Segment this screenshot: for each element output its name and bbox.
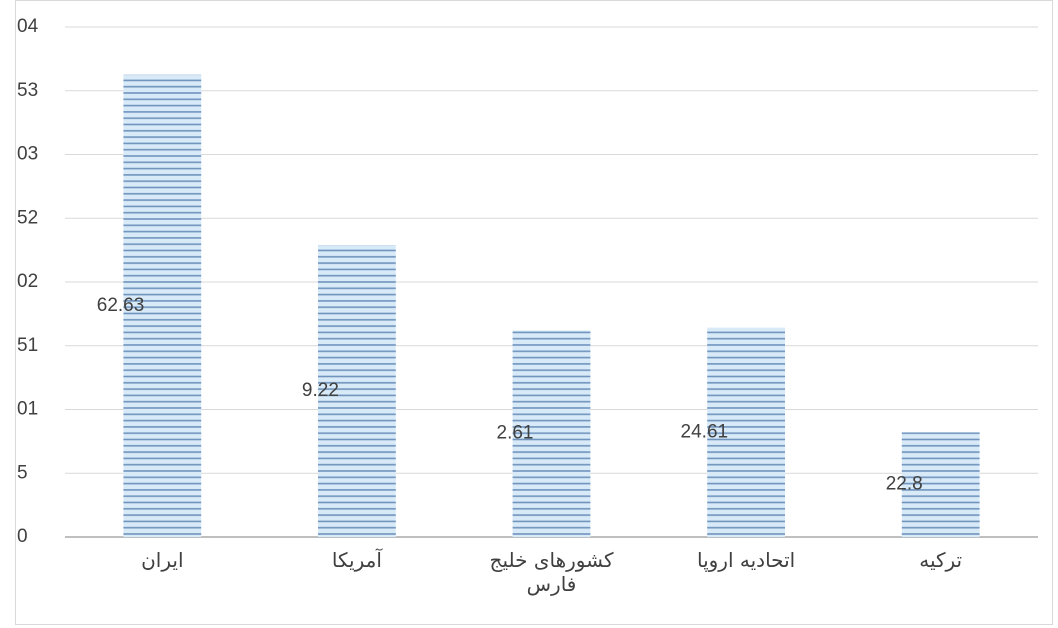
bar — [707, 327, 786, 537]
x-tick-label: کشورهای خلیج فارس — [489, 548, 614, 596]
bar — [512, 330, 591, 537]
bar — [123, 74, 202, 537]
y-tick-label: 01 — [17, 399, 38, 420]
y-tick-label: 51 — [17, 335, 38, 356]
y-tick-label: 03 — [17, 144, 38, 165]
chart-frame — [15, 0, 1053, 625]
y-tick-label: 04 — [17, 16, 39, 37]
y-tick-label: 53 — [17, 80, 38, 101]
bar — [317, 245, 396, 537]
data-label: 9.22 — [302, 380, 339, 401]
data-label: 2.61 — [497, 423, 534, 444]
x-tick-label: اتحادیه اروپا — [696, 548, 796, 572]
y-tick-label: 52 — [17, 207, 38, 228]
x-tick-label: آمریکا — [331, 548, 382, 572]
data-label: 22.8 — [886, 474, 923, 495]
data-label: 24.61 — [681, 421, 729, 442]
data-label: 62.63 — [97, 295, 145, 316]
x-tick-label: ترکیه — [919, 548, 963, 572]
y-tick-label: 02 — [17, 271, 38, 292]
x-tick-label: ایران — [141, 548, 184, 572]
y-tick-label: 0 — [17, 526, 28, 547]
bar — [901, 432, 980, 537]
y-tick-label: 5 — [17, 462, 28, 483]
